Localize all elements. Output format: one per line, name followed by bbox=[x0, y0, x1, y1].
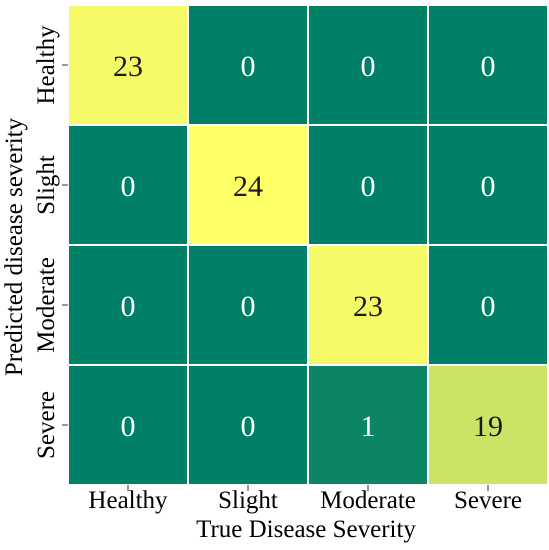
heatmap-cell bbox=[427, 364, 549, 486]
heatmap-cell-value: 0 bbox=[121, 170, 136, 203]
y-tick-label: Healthy bbox=[33, 25, 60, 105]
heatmap-cell-value: 23 bbox=[353, 290, 383, 323]
heatmap-cell bbox=[187, 124, 309, 246]
heatmap-cell-value: 0 bbox=[121, 290, 136, 323]
y-axis-ticks: Healthy Slight Moderate Severe bbox=[33, 25, 68, 459]
heatmap-cell-value: 0 bbox=[361, 170, 376, 203]
x-tick-label: Moderate bbox=[320, 487, 416, 514]
heatmap-cell-labels: 23 0 0 0 0 24 0 0 0 0 23 0 0 0 1 19 bbox=[113, 50, 503, 443]
heatmap-cell-value: 0 bbox=[361, 50, 376, 83]
y-tick-label: Moderate bbox=[33, 257, 60, 353]
heatmap-cell bbox=[187, 4, 309, 126]
heatmap-cells bbox=[67, 4, 549, 486]
heatmap-cell bbox=[187, 364, 309, 486]
heatmap-cell-value: 0 bbox=[481, 290, 496, 323]
x-tick-label: Severe bbox=[454, 487, 522, 514]
x-tick-label: Slight bbox=[218, 487, 278, 514]
heatmap-cell bbox=[427, 124, 549, 246]
y-tick-label: Severe bbox=[33, 391, 60, 459]
heatmap-cell-value: 0 bbox=[241, 290, 256, 323]
y-tick-label: Slight bbox=[33, 155, 60, 215]
heatmap-cell bbox=[307, 4, 429, 126]
heatmap-cell bbox=[67, 4, 189, 126]
heatmap-cell-value: 23 bbox=[113, 50, 143, 83]
heatmap-cell-value: 0 bbox=[481, 50, 496, 83]
heatmap-cell bbox=[427, 4, 549, 126]
heatmap-cell-value: 24 bbox=[233, 170, 263, 203]
heatmap-cell-value: 0 bbox=[121, 410, 136, 443]
x-axis-ticks: Healthy Slight Moderate Severe bbox=[88, 485, 522, 514]
x-axis-label: True Disease Severity bbox=[196, 516, 416, 543]
heatmap-cell-value: 0 bbox=[481, 170, 496, 203]
heatmap-cell-value: 0 bbox=[241, 50, 256, 83]
heatmap-cell bbox=[187, 244, 309, 366]
heatmap-cell-value: 19 bbox=[473, 410, 503, 443]
heatmap-cell bbox=[427, 244, 549, 366]
heatmap-cell-value: 1 bbox=[361, 410, 376, 443]
y-axis-label: Predicted disease severity bbox=[1, 117, 28, 376]
x-tick-label: Healthy bbox=[88, 487, 168, 514]
heatmap-cell-value: 0 bbox=[241, 410, 256, 443]
